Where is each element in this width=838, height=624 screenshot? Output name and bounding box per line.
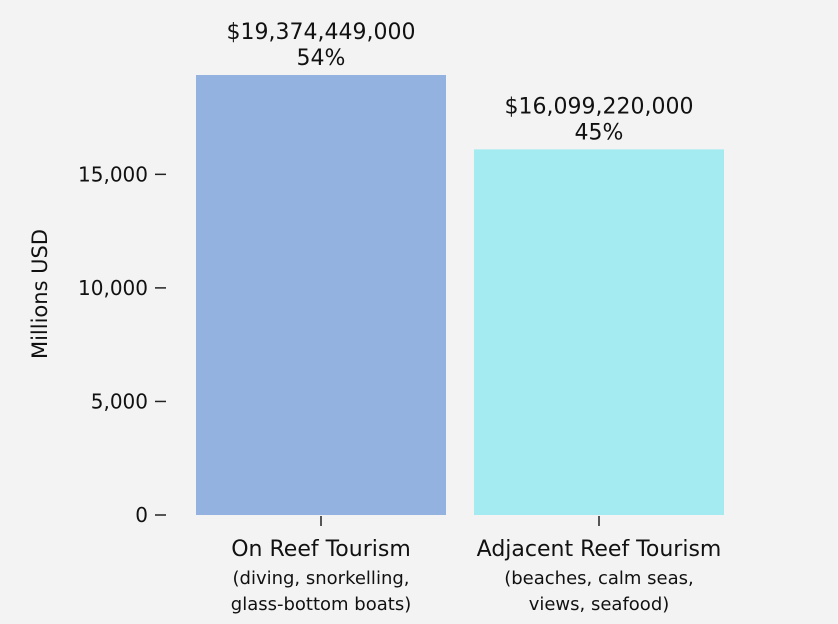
category-sublabel: (beaches, calm seas, [504, 568, 694, 589]
y-tick-label: 15,000 [78, 162, 148, 186]
category-sublabel: glass-bottom boats) [231, 594, 411, 615]
bar-value-label: $16,099,220,000 [505, 94, 694, 119]
y-tick-label: 5,000 [91, 389, 148, 413]
y-axis-title: Millions USD [28, 229, 52, 359]
bar-percent-label: 54% [297, 46, 346, 71]
y-tick-label: 10,000 [78, 276, 148, 300]
bar-percent-label: 45% [575, 120, 624, 145]
bar-value-label: $19,374,449,000 [227, 20, 416, 45]
bar [474, 149, 724, 515]
bar [196, 75, 446, 515]
category-label: On Reef Tourism [231, 537, 411, 562]
category-sublabel: views, seafood) [529, 594, 670, 615]
category-sublabel: (diving, snorkelling, [233, 568, 410, 589]
y-tick-label: 0 [135, 503, 148, 527]
category-label: Adjacent Reef Tourism [477, 537, 722, 562]
y-axis: 0 5,000 10,000 15,000 [78, 162, 166, 527]
x-axis: On Reef Tourism (diving, snorkelling, glas… [231, 516, 722, 615]
